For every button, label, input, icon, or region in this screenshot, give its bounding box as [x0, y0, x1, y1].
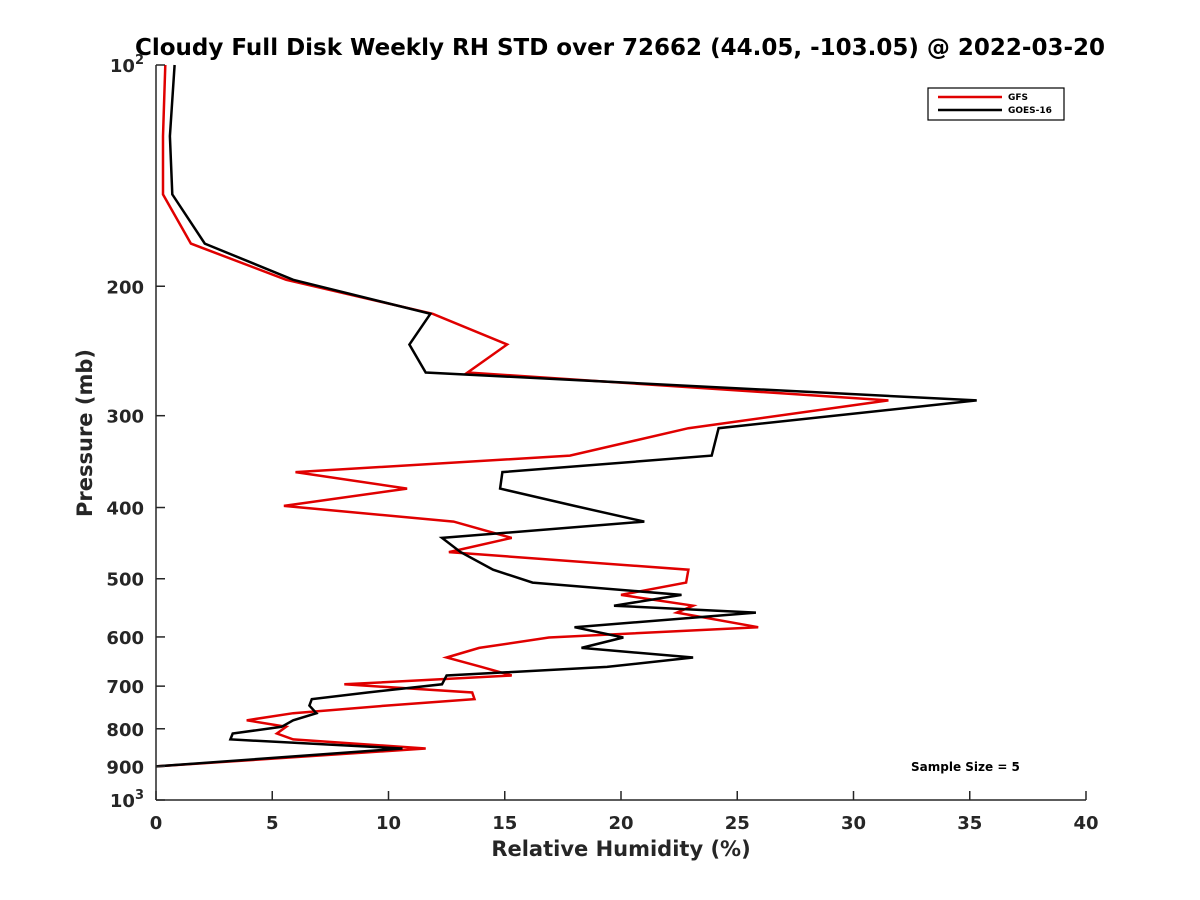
y-tick-label: 102: [110, 53, 144, 77]
x-tick-label: 25: [725, 813, 750, 834]
x-tick-label: 20: [608, 813, 633, 834]
legend-label-goes16: GOES-16: [1008, 106, 1052, 116]
y-tick-label: 900: [106, 757, 144, 778]
legend: GFS GOES-16: [927, 87, 1065, 121]
series-line-gfs: [155, 64, 889, 768]
y-tick-label: 400: [106, 499, 144, 520]
y-tick-label: 200: [106, 277, 144, 298]
legend-box: [927, 87, 1065, 121]
y-tick-label: 300: [106, 407, 144, 428]
y-axis-label: Pressure (mb): [73, 349, 97, 517]
sample-size-annotation: Sample Size = 5: [911, 760, 1020, 774]
series-line-goes16: [155, 64, 977, 768]
y-tick-label: 500: [106, 570, 144, 591]
legend-label-gfs: GFS: [1008, 93, 1028, 103]
y-tick-label: 600: [106, 628, 144, 649]
x-tick-label: 0: [150, 813, 163, 834]
x-tick-label: 40: [1073, 813, 1098, 834]
x-tick-label: 30: [841, 813, 866, 834]
plot-area: 0 5 10 15 20 25 30 35 40 102 200 300 400 500 600 700 800…: [106, 53, 1098, 834]
y-tick-label: 800: [106, 720, 144, 741]
y-tick-label: 700: [106, 677, 144, 698]
x-tick-label: 35: [957, 813, 982, 834]
x-axis-label: Relative Humidity (%): [491, 837, 750, 861]
x-tick-label: 15: [492, 813, 517, 834]
series-layer: [155, 64, 977, 768]
ticks-layer: 0 5 10 15 20 25 30 35 40 102 200 300 400 500 600 700 800…: [106, 53, 1098, 834]
y-tick-label: 103: [110, 788, 144, 812]
x-tick-label: 5: [266, 813, 279, 834]
x-tick-label: 10: [376, 813, 401, 834]
chart-title: Cloudy Full Disk Weekly RH STD over 7266…: [135, 35, 1105, 61]
